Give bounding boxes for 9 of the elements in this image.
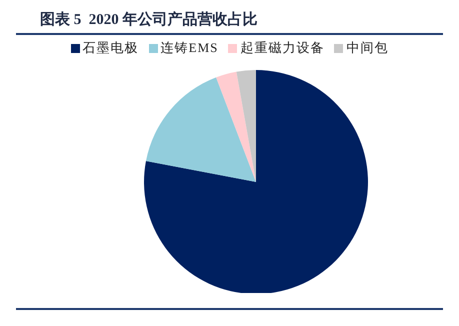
legend-label: 连铸EMS [160,39,218,57]
legend-label: 中间包 [345,39,388,57]
legend-label: 石墨电极 [82,39,139,57]
legend-label: 起重磁力设备 [239,39,324,57]
pie-slice [216,72,256,182]
pie-slice [144,70,368,293]
pie-slice [236,70,256,182]
chart-title: 图表 5 2020 年公司产品营收占比 [16,8,443,35]
pie-slice [146,77,256,182]
